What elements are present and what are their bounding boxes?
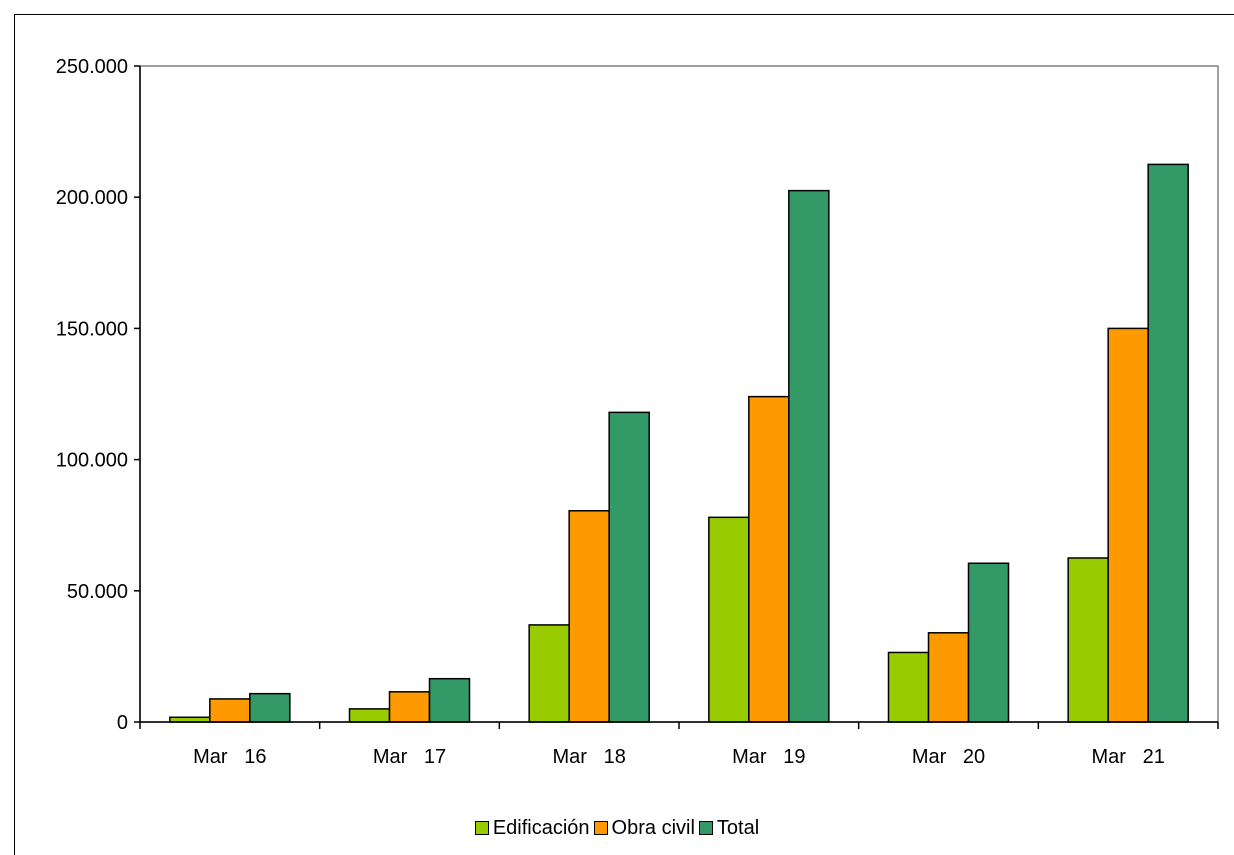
legend-swatch xyxy=(474,821,489,835)
x-tick-label: Mar 16 xyxy=(193,746,266,768)
bar-obra-civil-5 xyxy=(927,632,970,723)
bar-edificaci-n-2 xyxy=(348,708,391,723)
legend: Edificación Obra civil Total xyxy=(0,813,1234,843)
y-tick-label: 100.000 xyxy=(56,450,128,472)
y-tick-label: 0 xyxy=(117,712,128,734)
bar-obra-civil-2 xyxy=(388,691,431,723)
bar-edificaci-n-5 xyxy=(887,651,930,723)
x-tick-label: Mar 19 xyxy=(732,746,805,768)
y-tick-label: 200.000 xyxy=(56,187,128,209)
bar-edificaci-n-3 xyxy=(528,624,570,723)
legend-item: Edificación xyxy=(474,816,590,840)
bar-obra-civil-4 xyxy=(748,395,790,723)
bar-total-2 xyxy=(428,677,471,723)
x-tick-label: Mar 21 xyxy=(1091,746,1164,768)
legend-item: Obra civil xyxy=(593,816,695,840)
plot-area-border xyxy=(139,65,1219,723)
bar-total-1 xyxy=(249,692,291,723)
legend-label: Edificación xyxy=(492,816,590,839)
bar-edificaci-n-4 xyxy=(708,516,750,723)
bar-chart: 0 50.000 100.000 150.000 200.000 250.000 Mar … xyxy=(56,56,1219,768)
bar-total-4 xyxy=(788,189,830,723)
bar-edificaci-n-6 xyxy=(1067,557,1109,723)
x-tick-label: Mar 17 xyxy=(373,746,446,768)
legend-label: Obra civil xyxy=(611,816,695,839)
bar-total-5 xyxy=(967,562,1010,723)
bar-obra-civil-6 xyxy=(1107,327,1149,723)
y-tick-label: 150.000 xyxy=(56,318,128,340)
legend-swatch xyxy=(698,821,713,835)
legend-swatch xyxy=(593,821,608,835)
y-tick-label: 250.000 xyxy=(56,56,128,78)
bar-total-3 xyxy=(608,411,650,723)
bar-total-6 xyxy=(1147,163,1189,723)
y-tick-label: 50.000 xyxy=(67,581,128,603)
legend-label: Total xyxy=(716,816,760,839)
chart-frame xyxy=(14,14,1234,855)
x-tick-label: Mar 20 xyxy=(912,746,985,768)
bar-obra-civil-1 xyxy=(209,698,251,723)
x-tick-label: Mar 18 xyxy=(552,746,625,768)
bar-obra-civil-3 xyxy=(568,510,610,723)
legend-item: Total xyxy=(698,816,760,840)
